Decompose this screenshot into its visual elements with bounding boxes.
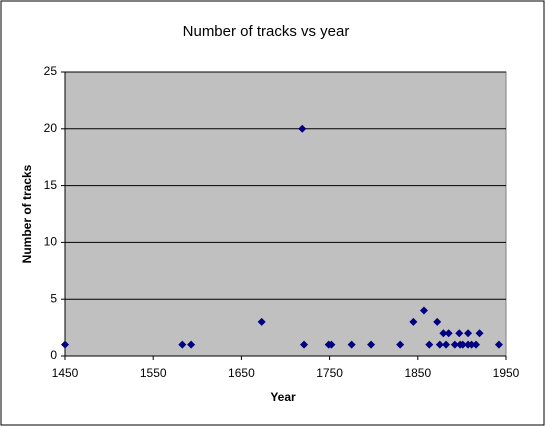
point — [327, 340, 336, 349]
point — [439, 329, 448, 338]
point — [300, 340, 309, 349]
point — [435, 340, 444, 349]
point — [178, 340, 187, 349]
x-tick-label: 1950 — [493, 366, 520, 380]
point — [347, 340, 356, 349]
point — [467, 340, 476, 349]
point — [257, 317, 266, 326]
point — [61, 340, 69, 349]
point — [187, 340, 196, 349]
x-tick-label: 1550 — [140, 366, 167, 380]
point — [494, 340, 503, 349]
point — [409, 317, 418, 326]
x-axis-title: Year — [270, 390, 296, 404]
chart-title: Number of tracks vs year — [183, 23, 350, 40]
x-tick-label: 1850 — [404, 366, 431, 380]
point — [472, 340, 481, 349]
point — [425, 340, 434, 349]
y-tick-label: 5 — [50, 291, 57, 305]
point — [367, 340, 376, 349]
y-tick-label: 25 — [44, 64, 58, 78]
point — [444, 329, 453, 338]
y-tick-label: 15 — [44, 178, 58, 192]
point — [419, 306, 428, 315]
y-tick-label: 10 — [44, 235, 58, 249]
plot-area — [64, 71, 507, 357]
point — [455, 329, 464, 338]
x-tick-label: 1450 — [52, 366, 79, 380]
point — [298, 124, 307, 133]
point — [464, 329, 473, 338]
y-tick-label: 20 — [44, 121, 58, 135]
y-tick-label: 0 — [50, 348, 57, 362]
point — [442, 340, 451, 349]
point — [450, 340, 459, 349]
point — [475, 329, 484, 338]
point — [396, 340, 405, 349]
x-tick-label: 1750 — [316, 366, 343, 380]
point — [433, 317, 442, 326]
x-tick-label: 1650 — [228, 366, 255, 380]
point — [458, 340, 467, 349]
y-axis-title: Number of tracks — [20, 164, 34, 263]
